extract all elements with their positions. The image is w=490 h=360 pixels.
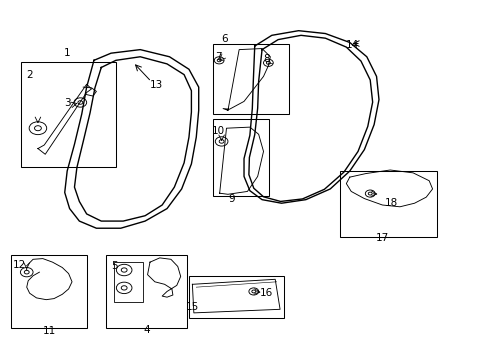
Text: 4: 4 <box>143 325 150 335</box>
Text: 11: 11 <box>43 326 56 336</box>
Text: 6: 6 <box>221 34 228 44</box>
Text: 5: 5 <box>112 261 118 271</box>
Bar <box>106 255 187 328</box>
Text: 17: 17 <box>376 233 389 243</box>
Text: 16: 16 <box>260 288 273 298</box>
Text: 8: 8 <box>264 54 270 64</box>
Text: 14: 14 <box>345 40 359 50</box>
Bar <box>11 255 87 328</box>
Text: 3: 3 <box>64 98 71 108</box>
Bar <box>213 44 289 114</box>
Text: 18: 18 <box>385 198 398 208</box>
Bar <box>213 119 270 196</box>
Text: 9: 9 <box>228 194 235 203</box>
Text: 13: 13 <box>150 80 163 90</box>
Text: 7: 7 <box>215 52 221 62</box>
Text: 15: 15 <box>186 302 199 312</box>
Bar <box>115 262 143 302</box>
Bar <box>340 171 438 237</box>
Text: 2: 2 <box>26 69 33 80</box>
Bar <box>189 276 284 318</box>
Text: 1: 1 <box>64 48 71 58</box>
Text: 12: 12 <box>13 260 26 270</box>
Text: 10: 10 <box>212 126 225 136</box>
Bar <box>21 62 116 167</box>
